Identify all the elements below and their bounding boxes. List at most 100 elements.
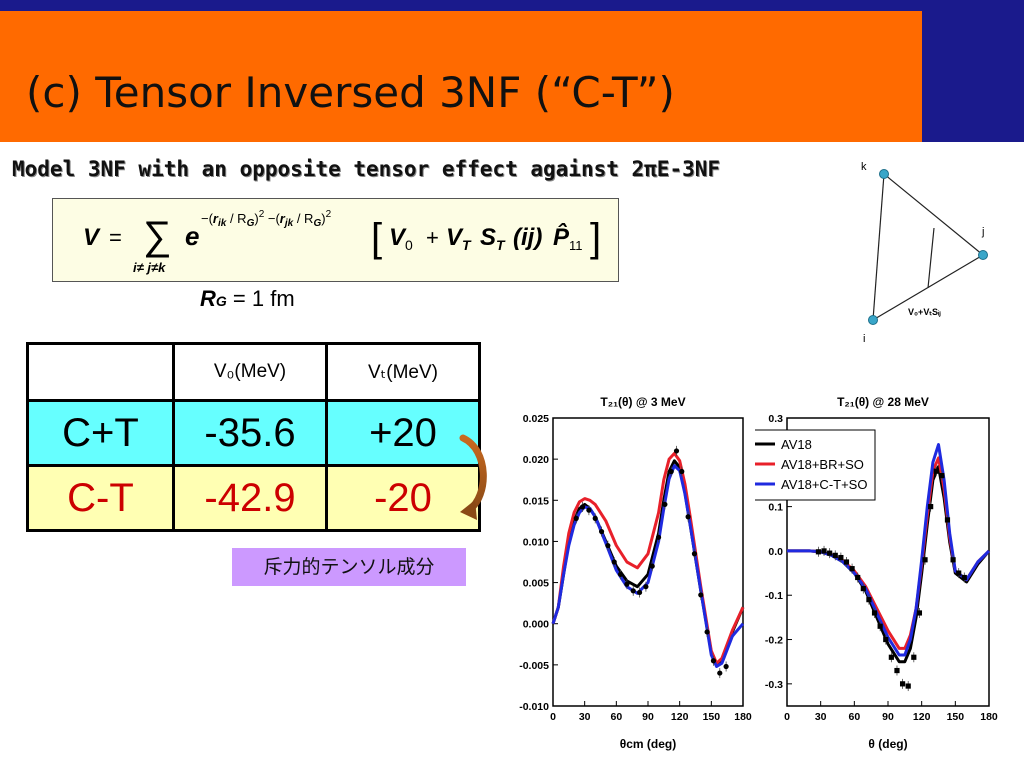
page-title: (c) Tensor Inversed 3NF (“C-T”) (26, 68, 675, 117)
data-point (691, 551, 698, 557)
title-bar (0, 11, 922, 142)
data-point (911, 654, 917, 660)
y-tick-label: -0.1 (765, 590, 783, 602)
x-tick-label: 150 (947, 711, 965, 723)
chart-3mev: T₂₁(θ) @ 3 MeV 0 30 60 90 120 150 180 0.025 0.020… (519, 395, 752, 751)
x-axis-label: θcm (deg) (620, 737, 677, 751)
rg-subscript: G (215, 293, 227, 309)
chart-title: T₂₁(θ) @ 28 MeV (837, 395, 929, 409)
y-tick-label: -0.010 (519, 701, 549, 713)
data-point (899, 681, 906, 687)
parameter-table: V₀(MeV) Vₜ(MeV) C+T -35.6 +20 C-T -42.9 … (26, 342, 481, 532)
rg-value: = 1 fm (232, 286, 295, 311)
formula-svg: V = ∑ i≠ j≠k e −(rik / RG)2 −(rjk / RG)2… (83, 209, 601, 275)
series-line (551, 451, 745, 665)
data-point (928, 504, 934, 510)
formula-p: P̂11 (553, 223, 583, 253)
particle-i (868, 315, 878, 325)
data-point (685, 514, 691, 520)
data-point (815, 549, 822, 555)
data-point (956, 570, 962, 576)
subtitle: Model 3NF with an opposite tensor effect… (12, 157, 721, 181)
formula-bracket-open: [ (371, 216, 382, 260)
y-tick-label: -0.2 (765, 635, 783, 647)
label-k: k (861, 161, 867, 173)
rg-definition: RG = 1 fm (200, 286, 295, 312)
formula-lhs: V (83, 224, 101, 251)
data-point (598, 528, 605, 535)
formula-box: V = ∑ i≠ j≠k e −(rik / RG)2 −(rjk / RG)2… (52, 198, 619, 282)
data-point (636, 589, 643, 596)
y-tick-label: 0.000 (523, 619, 549, 631)
data-point (827, 550, 833, 556)
data-point (592, 515, 598, 521)
x-tick-label: 30 (815, 711, 827, 723)
table-row: C-T -42.9 -20 (26, 464, 481, 532)
data-point (883, 636, 889, 643)
x-tick-label: 180 (734, 711, 752, 723)
label-j: j (981, 226, 984, 238)
formula-exponent: −(rik / RG)2 −(rjk / RG)2 (201, 209, 332, 229)
data-point (643, 584, 649, 590)
data-point (605, 542, 611, 549)
data-point (630, 588, 636, 594)
data-point (649, 563, 655, 569)
data-point (698, 592, 704, 598)
data-point (843, 559, 850, 565)
data-point (860, 585, 866, 592)
interaction-line (927, 227, 935, 289)
data-point (849, 566, 855, 572)
data-point (894, 667, 900, 674)
x-tick-label: 30 (579, 711, 591, 723)
data-point (866, 597, 872, 603)
x-tick-label: 150 (703, 711, 721, 723)
x-tick-label: 60 (610, 711, 622, 723)
header-cell: V₀(MeV) (172, 342, 328, 402)
data-point (624, 581, 630, 587)
formula-sum: ∑ (143, 214, 172, 258)
formula-ij: (ij) (513, 224, 542, 251)
data-point (655, 534, 662, 540)
data-point (905, 683, 911, 689)
formula-st: ST (480, 224, 506, 253)
x-tick-label: 0 (550, 711, 556, 723)
y-tick-label: -0.3 (765, 679, 783, 691)
y-tick-label: 0.020 (523, 454, 549, 466)
formula-plus: + (426, 225, 439, 250)
data-point (617, 571, 624, 577)
data-point (668, 468, 674, 475)
y-tick-label: 0.025 (523, 413, 549, 425)
chart-28mev-group: T₂₁(θ) @ 28 MeV03060901201501800.30.20.1… (755, 395, 998, 751)
data-point (916, 610, 923, 616)
data-point (704, 629, 710, 635)
data-point (888, 654, 894, 660)
vt-cell: -20 (325, 464, 481, 532)
data-point (717, 670, 723, 676)
chart-28mev: T₂₁(θ) @ 28 MeV03060901201501800.30.20.1… (755, 395, 998, 751)
data-point (855, 574, 861, 581)
v0-cell: -42.9 (172, 464, 328, 532)
x-tick-label: 120 (913, 711, 931, 723)
data-point (877, 623, 883, 629)
table-header-row: V₀(MeV) Vₜ(MeV) (26, 342, 481, 402)
legend-label: AV18 (781, 437, 812, 452)
three-body-diagram: k j i V₀+VₜSᵢⱼ (861, 161, 988, 345)
particle-j (978, 250, 988, 260)
y-tick-label: -0.005 (519, 660, 549, 672)
data-point (922, 557, 928, 563)
edge-k-j (883, 173, 984, 256)
x-tick-label: 90 (882, 711, 894, 723)
curved-arrow (459, 434, 487, 520)
chart-3mev-group: T₂₁(θ) @ 3 MeV 0 30 60 90 120 150 180 0.025 0.020… (519, 395, 752, 751)
x-tick-label: 90 (642, 711, 654, 723)
formula-sum-limits: i≠ j≠k (133, 260, 166, 275)
data-point (723, 663, 729, 670)
series-line (551, 459, 745, 667)
row-label: C+T (26, 399, 175, 467)
row-label: C-T (26, 464, 175, 532)
data-point (944, 517, 951, 523)
data-point (950, 557, 956, 563)
x-axis-label: θ (deg) (868, 737, 907, 751)
data-point (679, 468, 685, 475)
data-point (673, 448, 680, 454)
